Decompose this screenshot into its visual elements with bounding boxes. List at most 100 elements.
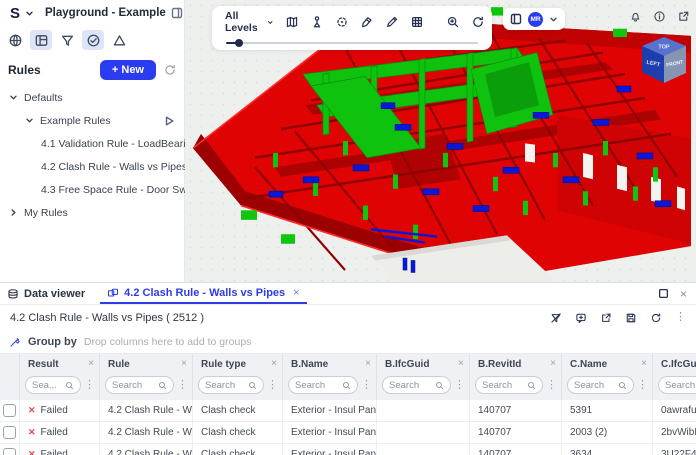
section-grid-icon[interactable] (410, 15, 424, 29)
table-row[interactable]: ✕Failed 4.2 Clash Rule - Walls vs... Cla… (0, 444, 696, 455)
table-row[interactable]: ✕Failed 4.2 Clash Rule - Walls vs... Cla… (0, 400, 696, 422)
cell-b-name: Exterior - Insul Panel on... (283, 422, 377, 443)
navigation-cube[interactable]: TOP LEFT FRONT (639, 36, 689, 90)
column-header-b-name[interactable]: B.Name× (283, 354, 377, 374)
cube-face-top-label[interactable]: TOP (658, 45, 670, 51)
column-menu-icon[interactable]: ⋮ (361, 380, 372, 391)
row-checkbox[interactable] (3, 426, 16, 439)
remove-column-icon[interactable]: × (458, 359, 464, 369)
measure-icon[interactable] (385, 15, 399, 29)
tree-item-my-rules[interactable]: My Rules (0, 201, 184, 224)
export-icon[interactable] (600, 312, 612, 324)
levels-dropdown[interactable]: All Levels (225, 10, 274, 34)
column-menu-icon[interactable]: ⋮ (84, 380, 95, 391)
cell-b-revitid: 140707 (470, 422, 562, 443)
tab-close-icon[interactable]: × (293, 287, 299, 299)
search-input[interactable] (389, 380, 432, 391)
row-checkbox[interactable] (3, 448, 16, 455)
walkthrough-icon[interactable] (310, 15, 324, 29)
model-view-icon[interactable] (4, 30, 26, 50)
remove-column-icon[interactable]: × (271, 359, 277, 369)
remove-column-icon[interactable]: × (550, 359, 556, 369)
refresh-rules-icon[interactable] (164, 64, 176, 76)
feedback-icon[interactable] (575, 312, 587, 324)
logo-chevron-down-icon[interactable] (25, 9, 34, 18)
tree-item-rule-4-2[interactable]: 4.2 Clash Rule - Walls vs Pipes (0, 155, 184, 178)
zoom-icon[interactable] (446, 15, 460, 29)
avatar[interactable]: MR (528, 12, 543, 27)
clash-rule-icon (107, 287, 119, 299)
focus-target-icon[interactable] (335, 15, 349, 29)
search-input[interactable] (665, 380, 696, 391)
tree-item-example-rules[interactable]: Example Rules (0, 109, 184, 132)
search-icon (618, 381, 627, 390)
result-set-title: 4.2 Clash Rule - Walls vs Pipes ( 2512 ) (10, 312, 204, 324)
search-input[interactable] (482, 380, 524, 391)
column-header-result[interactable]: Result× (20, 354, 100, 374)
reset-view-icon[interactable] (471, 15, 485, 29)
kebab-menu-icon[interactable]: ⋮ (675, 312, 686, 323)
group-by-bar[interactable]: Group by Drop columns here to add to gro… (0, 331, 696, 354)
column-header-c-ifcguid[interactable]: C.IfcGuid (653, 354, 696, 374)
close-panel-icon[interactable]: × (680, 288, 687, 300)
column-menu-icon[interactable]: ⋮ (546, 380, 557, 391)
search-input[interactable] (295, 380, 339, 391)
rules-view-icon[interactable] (82, 30, 104, 50)
remove-column-icon[interactable]: × (181, 359, 187, 369)
column-menu-icon[interactable]: ⋮ (637, 380, 648, 391)
cell-result: ✕Failed (20, 422, 100, 443)
column-header-b-revitid[interactable]: B.RevitId× (470, 354, 562, 374)
sidebar: S Playground - Example (0, 0, 185, 282)
column-menu-icon[interactable]: ⋮ (267, 380, 278, 391)
save-icon[interactable] (625, 312, 637, 324)
slider-knob[interactable] (235, 39, 243, 47)
level-slider[interactable] (226, 39, 478, 47)
filter-icon[interactable] (550, 312, 562, 324)
tab-clash-rule[interactable]: 4.2 Clash Rule - Walls vs Pipes × (100, 283, 306, 304)
remove-column-icon[interactable]: × (88, 359, 94, 369)
issues-view-icon[interactable] (108, 30, 130, 50)
search-input[interactable] (112, 380, 155, 391)
search-input[interactable] (32, 380, 62, 391)
refresh-icon[interactable] (650, 312, 662, 324)
search-input[interactable] (205, 380, 245, 391)
map-icon[interactable] (285, 15, 299, 29)
group-by-label: Group by (28, 336, 77, 348)
search-input[interactable] (574, 380, 615, 391)
column-menu-icon[interactable]: ⋮ (177, 380, 188, 391)
rules-header-row: Rules + New (0, 52, 184, 86)
app-logo[interactable]: S (10, 6, 20, 21)
panel-layout-icon[interactable] (510, 13, 522, 25)
column-menu-icon[interactable]: ⋮ (454, 380, 465, 391)
column-header-c-name[interactable]: C.Name× (562, 354, 653, 374)
info-icon[interactable] (653, 10, 666, 23)
failed-x-icon: ✕ (28, 427, 36, 438)
new-rule-button[interactable]: + New (100, 60, 156, 80)
maximize-panel-icon[interactable] (658, 288, 669, 299)
tree-item-rule-4-3[interactable]: 4.3 Free Space Rule - Door Swing Test (0, 178, 184, 201)
failed-x-icon: ✕ (28, 405, 36, 416)
run-rule-group-icon[interactable] (165, 116, 174, 126)
paint-classify-icon[interactable] (360, 15, 374, 29)
row-checkbox[interactable] (3, 404, 16, 417)
notifications-bell-icon[interactable] (629, 10, 642, 23)
filter-cell-c-name: ⋮ (562, 374, 653, 400)
tree-item-defaults[interactable]: Defaults (0, 86, 184, 109)
column-header-rule-type[interactable]: Rule type× (193, 354, 283, 374)
filter-view-icon[interactable] (56, 30, 78, 50)
group-by-placeholder: Drop columns here to add to groups (84, 336, 252, 348)
cell-rule: 4.2 Clash Rule - Walls vs... (100, 444, 193, 455)
slider-track[interactable] (226, 42, 478, 44)
filter-cell-b-revitid: ⋮ (470, 374, 562, 400)
table-row[interactable]: ✕Failed 4.2 Clash Rule - Walls vs... Cla… (0, 422, 696, 444)
data-table-view-icon[interactable] (30, 30, 52, 50)
column-header-rule[interactable]: Rule× (100, 354, 193, 374)
remove-column-icon[interactable]: × (365, 359, 371, 369)
sidebar-toolbar (0, 24, 184, 52)
tree-item-rule-4-1[interactable]: 4.1 Validation Rule - LoadBearing (0, 132, 184, 155)
remove-column-icon[interactable]: × (641, 359, 647, 369)
share-icon[interactable] (677, 10, 690, 23)
chevron-down-icon[interactable] (549, 15, 558, 24)
collapse-sidebar-icon[interactable] (171, 7, 183, 19)
column-header-b-ifcguid[interactable]: B.IfcGuid× (377, 354, 470, 374)
